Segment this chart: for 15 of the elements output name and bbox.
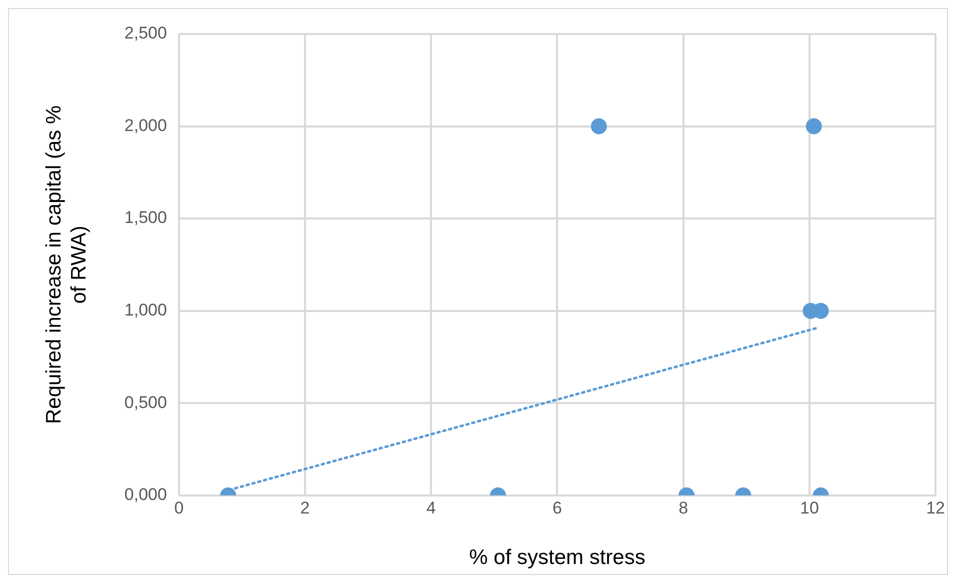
x-tick-label: 4 xyxy=(426,498,436,518)
x-tick-label: 10 xyxy=(800,498,819,518)
y-tick-label: 0,500 xyxy=(124,392,167,412)
y-tick-label: 0,000 xyxy=(124,485,167,504)
y-tick-label: 2,000 xyxy=(124,116,167,135)
x-tick-label: 12 xyxy=(926,498,946,518)
y-tick-label: 1,500 xyxy=(124,208,167,228)
x-tick-label: 6 xyxy=(552,498,562,518)
y-axis-title: Required increase in capital (as % of RWA) xyxy=(42,105,91,424)
x-tick-label: 2 xyxy=(300,498,310,518)
y-tick-label: 1,000 xyxy=(124,300,167,320)
x-tick-label: 8 xyxy=(678,498,688,518)
x-axis-title: % of system stress xyxy=(469,546,646,570)
y-tick-label: 2,500 xyxy=(124,24,167,43)
x-tick-label: 0 xyxy=(174,498,184,518)
